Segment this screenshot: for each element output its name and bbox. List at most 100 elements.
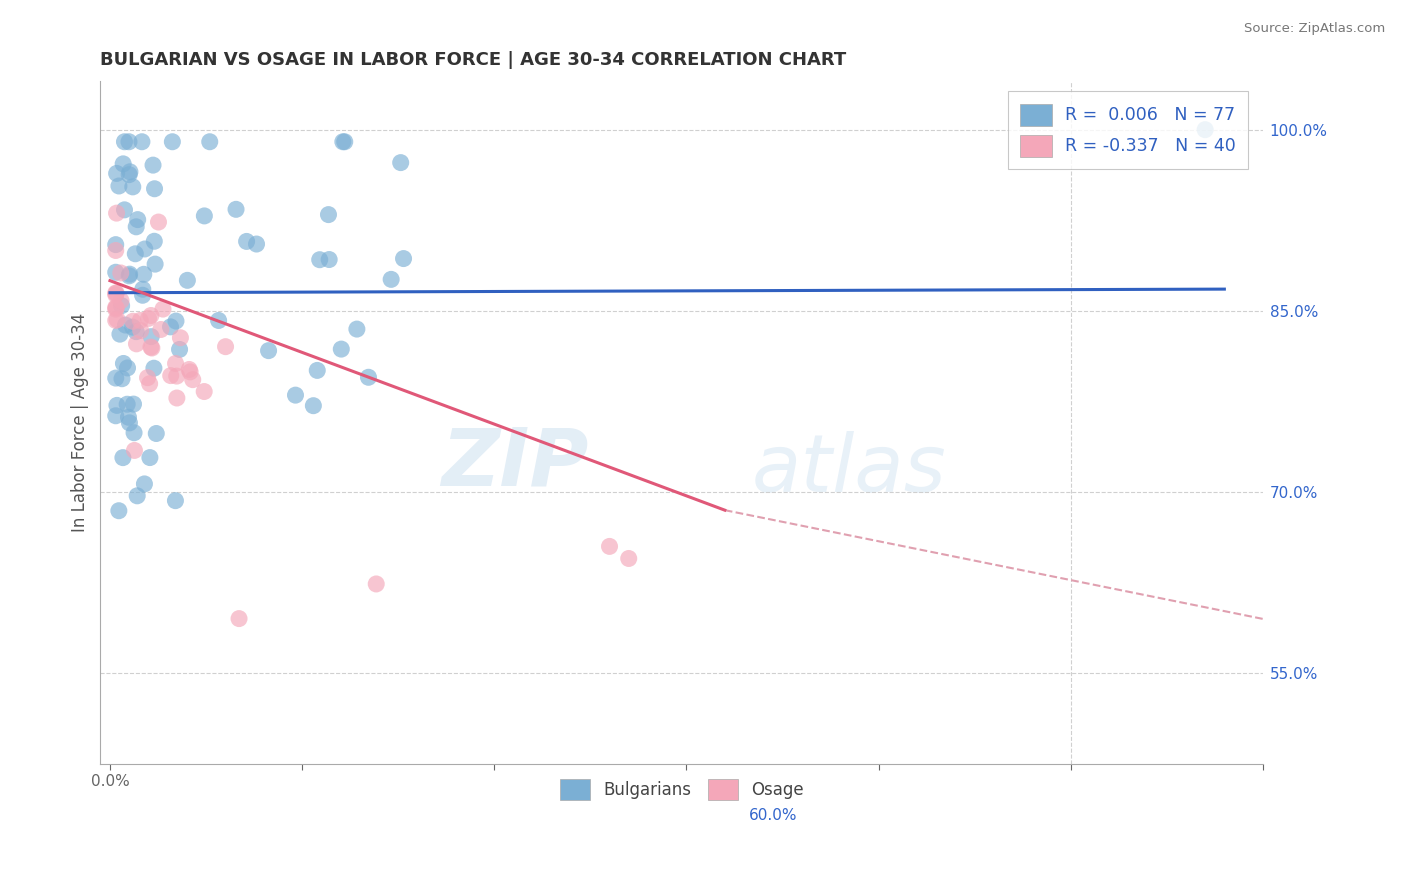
Point <box>169 331 191 345</box>
Point <box>110 266 132 280</box>
Point <box>104 265 127 279</box>
Point <box>166 391 188 405</box>
Point <box>110 299 132 313</box>
Point <box>118 267 141 281</box>
Point <box>302 399 325 413</box>
Point <box>105 206 128 220</box>
Point <box>108 179 131 194</box>
Point <box>257 343 280 358</box>
Point <box>104 301 127 315</box>
Point <box>145 426 167 441</box>
Point <box>617 551 640 566</box>
Point <box>138 376 160 391</box>
Point <box>162 135 184 149</box>
Point <box>118 268 141 283</box>
Point <box>104 409 127 423</box>
Point <box>118 135 141 149</box>
Point <box>152 302 174 317</box>
Point <box>105 166 128 180</box>
Point <box>104 302 127 317</box>
Point <box>139 450 162 465</box>
Point <box>125 336 148 351</box>
Point <box>114 318 136 332</box>
Point <box>104 244 127 258</box>
Point <box>118 416 141 430</box>
Point <box>104 371 127 385</box>
Point <box>105 286 128 301</box>
Point <box>169 343 191 357</box>
Point <box>142 158 165 172</box>
Point <box>115 397 138 411</box>
Point <box>131 135 153 149</box>
Point <box>121 314 143 328</box>
Point <box>148 215 170 229</box>
Point <box>333 135 356 149</box>
Point <box>121 320 143 334</box>
Point <box>143 182 166 196</box>
Point <box>141 341 163 355</box>
Point <box>121 179 143 194</box>
Point <box>207 313 229 327</box>
Point <box>332 135 354 149</box>
Point <box>235 235 257 249</box>
Point <box>599 540 621 554</box>
Point <box>330 342 353 356</box>
Y-axis label: In Labor Force | Age 30-34: In Labor Force | Age 30-34 <box>72 313 89 533</box>
Point <box>318 252 340 267</box>
Point <box>357 370 380 384</box>
Point <box>284 388 307 402</box>
Point <box>142 361 165 376</box>
Point <box>134 477 156 491</box>
Point <box>318 208 340 222</box>
Legend: Bulgarians, Osage: Bulgarians, Osage <box>553 772 810 806</box>
Point <box>114 135 136 149</box>
Point <box>110 293 132 308</box>
Point <box>125 219 148 234</box>
Point <box>389 155 412 169</box>
Point <box>132 268 155 282</box>
Point <box>159 319 181 334</box>
Point <box>129 324 152 338</box>
Point <box>136 370 159 384</box>
Point <box>132 282 155 296</box>
Point <box>104 313 127 327</box>
Point <box>179 365 201 379</box>
Point <box>193 209 215 223</box>
Point <box>198 135 221 149</box>
Text: ZIP: ZIP <box>441 425 589 502</box>
Point <box>124 443 146 458</box>
Point <box>124 247 146 261</box>
Point <box>193 384 215 399</box>
Point <box>104 286 127 301</box>
Point <box>139 309 162 323</box>
Point <box>105 312 128 326</box>
Point <box>118 165 141 179</box>
Text: Source: ZipAtlas.com: Source: ZipAtlas.com <box>1244 22 1385 36</box>
Point <box>214 340 236 354</box>
Point <box>108 327 131 342</box>
Point <box>181 373 204 387</box>
Point <box>134 242 156 256</box>
Point <box>104 287 127 301</box>
Point <box>245 237 267 252</box>
Point <box>127 489 149 503</box>
Point <box>165 356 187 370</box>
Point <box>159 368 181 383</box>
Point <box>112 157 135 171</box>
Point <box>225 202 247 217</box>
Point <box>118 168 141 182</box>
Point <box>149 322 172 336</box>
Point <box>108 504 131 518</box>
Point <box>112 356 135 370</box>
Point <box>143 234 166 248</box>
Point <box>122 425 145 440</box>
Point <box>131 288 153 302</box>
Point <box>141 329 163 343</box>
Point <box>139 340 162 354</box>
Point <box>111 450 134 465</box>
Point <box>165 493 187 508</box>
Point <box>127 212 149 227</box>
Point <box>366 577 388 591</box>
Point <box>111 372 134 386</box>
Point <box>346 322 368 336</box>
